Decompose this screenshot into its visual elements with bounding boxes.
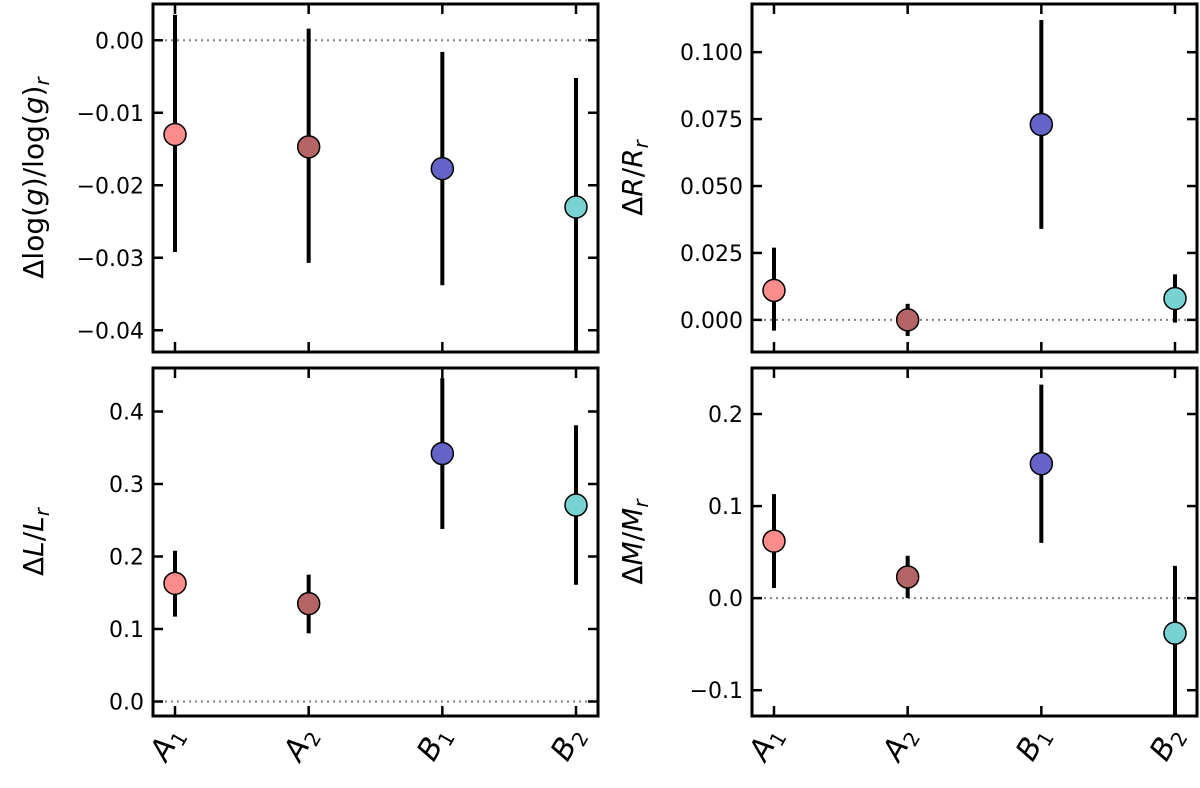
panel-mass: −0.1 0.0 0.1 0.2 ΔM/Mr A1 A2 B1 B2 (616, 366, 1199, 771)
data-point (762, 529, 786, 553)
panel-luminosity: 0.0 0.1 0.2 0.3 0.4 ΔL/Lr A1 A2 B1 B2 (17, 366, 600, 771)
y-axis-label: ΔL/Lr (17, 506, 54, 576)
data-point (1163, 621, 1187, 645)
y-tick-label: 0.075 (680, 108, 743, 133)
y-axis-label: Δlog(g)/log(g)r (17, 76, 54, 279)
y-axis-label: ΔM/Mr (616, 498, 653, 585)
y-tick-label: −0.1 (690, 679, 743, 704)
y-tick-label: 0.0 (109, 691, 144, 716)
panel-radius: 0.000 0.025 0.050 0.075 0.100 ΔR/Rr (616, 2, 1199, 354)
data-point (1163, 286, 1187, 311)
x-tick-label: A1 (741, 721, 792, 771)
data-point (163, 122, 187, 147)
y-tick-label: −0.01 (77, 102, 144, 127)
y-tick-label: 0.1 (708, 495, 743, 520)
data-point (895, 308, 920, 332)
y-tick-label: 0.000 (680, 309, 743, 334)
y-tick-label: 0.100 (680, 41, 743, 66)
plot-frame (151, 366, 600, 718)
y-tick-label: 0.025 (680, 242, 743, 267)
x-tick-label: B1 (1009, 721, 1059, 769)
plot-frame (750, 2, 1199, 354)
data-point (296, 591, 321, 616)
y-axis-label: ΔR/Rr (616, 138, 653, 216)
data-point (1029, 112, 1054, 137)
y-tick-label: 0.2 (109, 546, 144, 571)
data-point (564, 195, 588, 219)
y-tick-label: 0.4 (109, 401, 144, 426)
x-tick-label: B2 (544, 721, 594, 769)
y-tick-label: −0.02 (77, 174, 144, 199)
data-point (430, 441, 455, 466)
y-tick-label: 0.050 (680, 175, 743, 200)
y-tick-label: 0.1 (109, 618, 144, 643)
data-point (762, 278, 786, 303)
plot-frame (151, 2, 600, 354)
data-point (430, 156, 455, 181)
x-tick-label: A1 (142, 721, 193, 771)
y-tick-label: −0.04 (77, 319, 144, 344)
y-tick-label: 0.00 (95, 29, 144, 54)
data-point (296, 135, 321, 159)
x-tick-label: B1 (410, 721, 460, 769)
y-tick-label: 0.2 (708, 403, 743, 428)
data-point (1029, 451, 1054, 476)
data-point (564, 493, 588, 517)
data-point (163, 571, 187, 596)
panel-logg: 0.00 −0.01 −0.02 −0.03 −0.04 Δlog(g)/log(g)r (17, 2, 600, 354)
x-tick-label: A2 (875, 721, 926, 771)
plot-frame (750, 366, 1199, 718)
y-tick-label: 0.3 (109, 473, 144, 498)
x-tick-label: B2 (1143, 721, 1193, 769)
y-tick-label: −0.03 (77, 247, 144, 272)
y-tick-label: 0.0 (708, 587, 743, 612)
data-point (895, 565, 920, 589)
x-tick-label: A2 (276, 721, 327, 771)
